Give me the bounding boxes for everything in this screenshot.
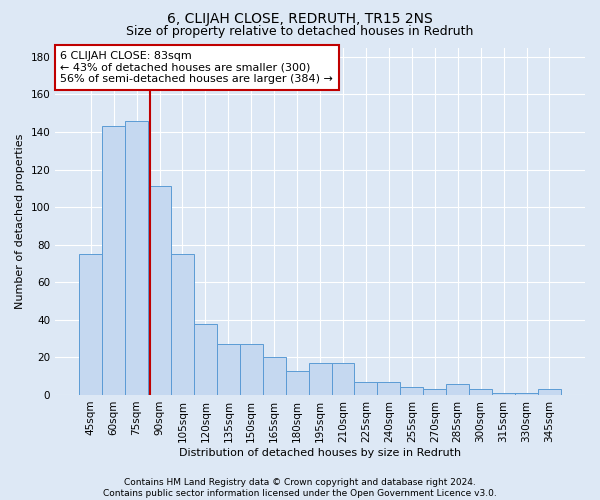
Bar (308, 363, 332, 395)
Bar (194, 324, 217, 395)
Bar (515, 393, 538, 395)
Text: Contains HM Land Registry data © Crown copyright and database right 2024.
Contai: Contains HM Land Registry data © Crown c… (103, 478, 497, 498)
X-axis label: Distribution of detached houses by size in Redruth: Distribution of detached houses by size … (179, 448, 461, 458)
Text: Size of property relative to detached houses in Redruth: Size of property relative to detached ho… (127, 25, 473, 38)
Bar (355, 382, 377, 395)
Bar (469, 390, 492, 395)
Bar (286, 370, 308, 395)
Bar (423, 390, 446, 395)
Bar (492, 393, 515, 395)
Bar (400, 388, 423, 395)
Text: 6 CLIJAH CLOSE: 83sqm
← 43% of detached houses are smaller (300)
56% of semi-det: 6 CLIJAH CLOSE: 83sqm ← 43% of detached … (61, 51, 334, 84)
Bar (538, 390, 561, 395)
Bar (102, 126, 125, 395)
Bar (79, 254, 102, 395)
Bar (148, 186, 171, 395)
Bar (240, 344, 263, 395)
Y-axis label: Number of detached properties: Number of detached properties (15, 134, 25, 309)
Bar (217, 344, 240, 395)
Bar (263, 358, 286, 395)
Bar (377, 382, 400, 395)
Bar (446, 384, 469, 395)
Bar (332, 363, 355, 395)
Bar (125, 120, 148, 395)
Text: 6, CLIJAH CLOSE, REDRUTH, TR15 2NS: 6, CLIJAH CLOSE, REDRUTH, TR15 2NS (167, 12, 433, 26)
Bar (171, 254, 194, 395)
